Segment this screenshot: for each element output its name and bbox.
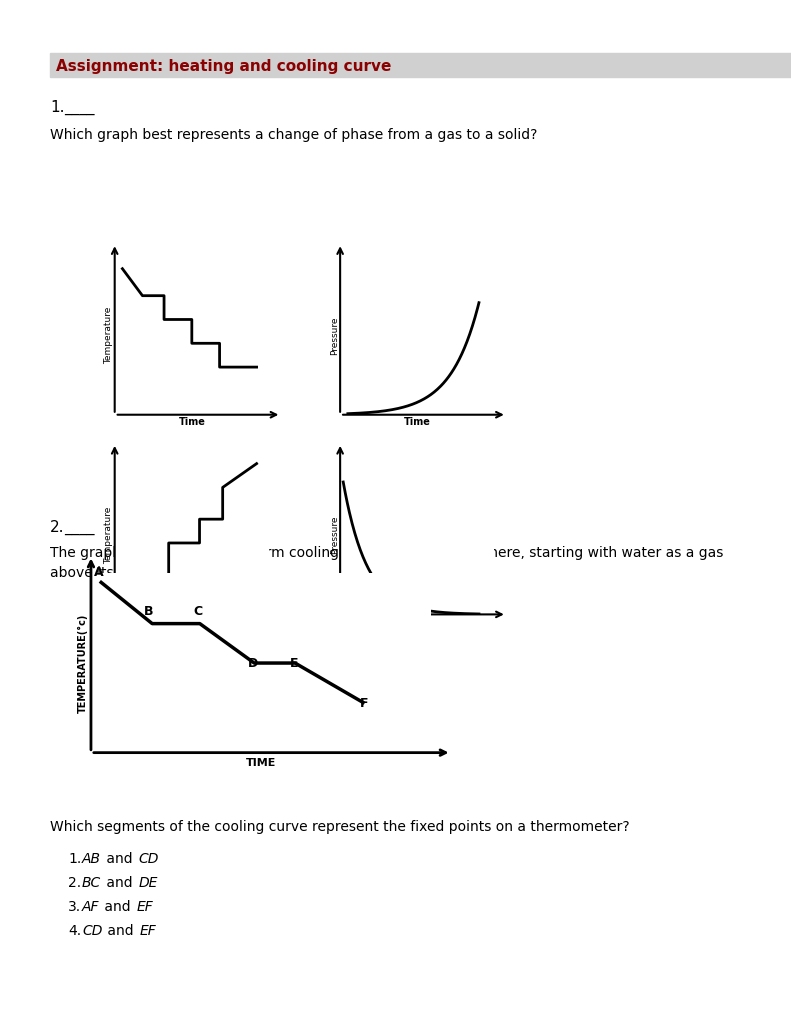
Text: 3.: 3. (68, 900, 81, 914)
Text: 2.: 2. (115, 500, 130, 515)
X-axis label: Time: Time (404, 418, 430, 427)
Bar (50, 53, 791, 77)
Text: ____: ____ (64, 100, 94, 115)
Text: CD: CD (138, 852, 158, 866)
Y-axis label: TEMPERATURE(°c): TEMPERATURE(°c) (78, 613, 88, 713)
Text: E: E (290, 657, 298, 670)
Text: 1.: 1. (115, 370, 130, 385)
Text: and: and (100, 900, 135, 914)
Y-axis label: Pressure: Pressure (330, 516, 339, 554)
X-axis label: Time: Time (179, 617, 205, 627)
Text: 4.: 4. (68, 924, 81, 938)
Text: A: A (94, 566, 104, 579)
Text: The graph represents the uniform cooling of water at 1 atmosphere, starting with: The graph represents the uniform cooling… (50, 546, 724, 560)
Text: 3.: 3. (340, 370, 354, 385)
Text: AB: AB (82, 852, 101, 866)
X-axis label: TIME: TIME (246, 758, 276, 768)
Text: 2.: 2. (50, 520, 65, 535)
Text: 4.: 4. (340, 500, 354, 515)
Text: ____: ____ (64, 520, 94, 535)
Text: DE: DE (138, 876, 157, 890)
Text: 1.: 1. (50, 100, 65, 115)
Text: D: D (248, 657, 258, 670)
Text: Which graph best represents a change of phase from a gas to a solid?: Which graph best represents a change of … (50, 128, 537, 142)
Y-axis label: Temperature: Temperature (104, 506, 113, 564)
Text: CD: CD (82, 924, 102, 938)
Text: F: F (360, 696, 368, 710)
Text: 1.: 1. (68, 852, 81, 866)
Text: Which segments of the cooling curve represent the fixed points on a thermometer?: Which segments of the cooling curve repr… (50, 820, 630, 834)
Text: EF: EF (137, 900, 153, 914)
Text: B: B (144, 605, 153, 618)
X-axis label: Time: Time (179, 418, 205, 427)
Text: Assignment: heating and cooling curve: Assignment: heating and cooling curve (56, 59, 392, 75)
Text: above its boiling point.: above its boiling point. (50, 566, 209, 580)
Text: and: and (102, 876, 138, 890)
Y-axis label: Temperature: Temperature (104, 306, 113, 365)
Text: AF: AF (82, 900, 100, 914)
Text: EF: EF (139, 924, 156, 938)
Text: and: and (104, 924, 138, 938)
Text: BC: BC (82, 876, 101, 890)
X-axis label: Time: Time (404, 617, 430, 627)
Text: C: C (193, 605, 202, 618)
Text: 2.: 2. (68, 876, 81, 890)
Y-axis label: Pressure: Pressure (330, 316, 339, 354)
Text: and: and (102, 852, 137, 866)
